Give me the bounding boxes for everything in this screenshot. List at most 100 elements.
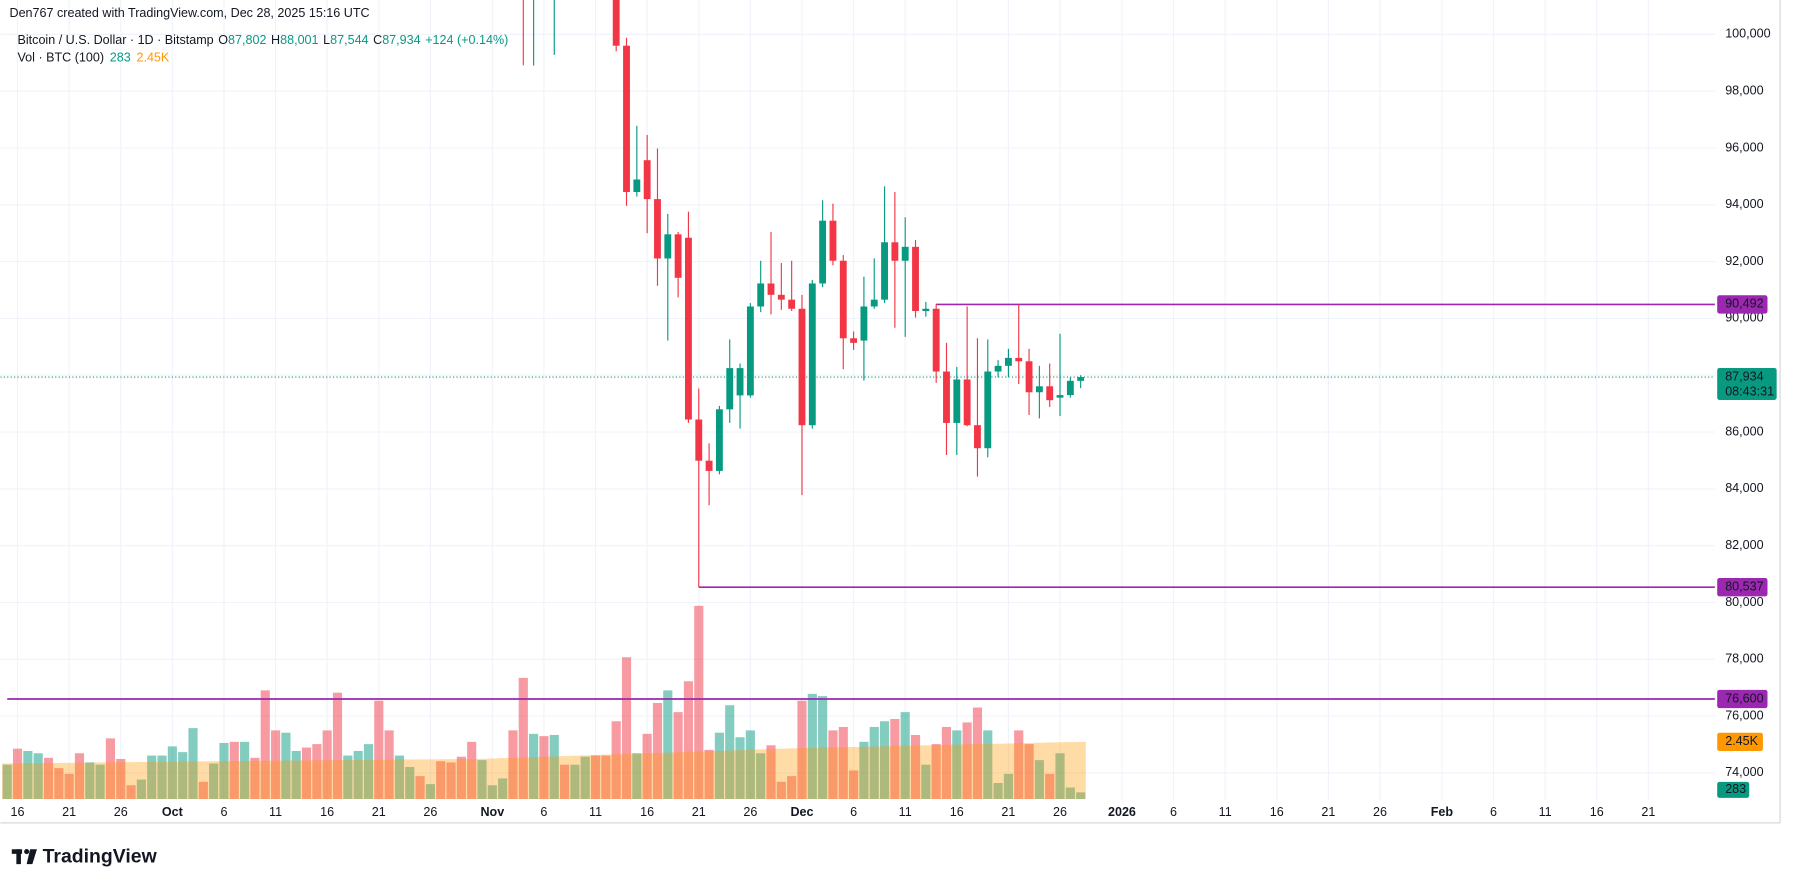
axes-layer: 74,000 76,000 78,000 80,000 82,000 84,000 86,0…	[11, 27, 1777, 819]
candle-body	[1035, 386, 1043, 393]
x-tick-label: 6	[220, 805, 227, 819]
x-tick-label: 11	[1219, 805, 1232, 819]
volume-bar	[394, 755, 405, 799]
candle-body	[757, 283, 765, 307]
volume-bar	[467, 741, 477, 799]
ohlc-key: C	[373, 33, 382, 47]
volume-bar	[425, 784, 435, 799]
volume-bar	[1045, 773, 1055, 799]
candle-body	[705, 460, 713, 471]
candle-body	[612, 0, 620, 46]
y-tick-label: 76,000	[1725, 708, 1763, 722]
volume-bar	[560, 764, 570, 799]
candle-body	[777, 294, 785, 300]
volume-bar	[312, 744, 322, 799]
candle-body	[746, 306, 754, 396]
candle-body	[1015, 357, 1023, 362]
candle-body	[1046, 386, 1054, 401]
volume-bar	[363, 744, 374, 799]
x-tick-label: 16	[1270, 805, 1284, 819]
volume-bar	[477, 760, 487, 799]
x-tick-label: 16	[1590, 805, 1604, 819]
volume-bar	[85, 762, 95, 799]
volume-label: 283	[1725, 782, 1746, 796]
volume-bar	[157, 755, 167, 799]
volume-bar	[240, 741, 250, 799]
volume-bar	[436, 761, 446, 799]
x-tick-label: 6	[1170, 805, 1177, 819]
x-tick-label: 26	[743, 805, 757, 819]
legend-line: Vol · BTC (100) 283 2.45K	[18, 51, 170, 65]
x-tick-label: 21	[692, 805, 706, 819]
y-tick-label: 94,000	[1725, 197, 1763, 211]
volume-bar	[797, 700, 807, 799]
volume-bar	[64, 773, 74, 799]
volume-bar	[642, 733, 652, 799]
volume-bar	[838, 726, 848, 799]
volume-tag	[1717, 781, 1750, 798]
volume-bar	[745, 730, 755, 799]
volume-bar	[869, 726, 879, 799]
countdown: 08:43:31	[1725, 384, 1774, 398]
level-tag	[1717, 295, 1768, 314]
volume-bar	[787, 776, 797, 799]
volume-bar	[900, 712, 910, 799]
volume-bar	[260, 690, 270, 799]
volume-bar	[147, 755, 157, 799]
x-tick-label: 11	[589, 805, 602, 819]
candle-body	[829, 220, 837, 261]
x-tick-label: 21	[1321, 805, 1335, 819]
volume-bar	[580, 756, 590, 799]
x-tick-label: 21	[1001, 805, 1015, 819]
y-tick-label: 86,000	[1725, 424, 1763, 438]
x-tick-label: 11	[1539, 805, 1552, 819]
volume-bar	[776, 781, 786, 799]
x-tick-label: 26	[423, 805, 437, 819]
volume-bar	[33, 753, 43, 799]
candle-body	[1004, 357, 1012, 366]
candle-body	[912, 246, 919, 312]
volume-bar	[374, 700, 384, 799]
volume-bar	[931, 744, 941, 799]
x-tick-label: 26	[1053, 805, 1067, 819]
volume-bar	[859, 741, 869, 799]
level-label: 80,537	[1725, 580, 1763, 594]
ohlc-key: O	[218, 33, 228, 47]
ohlc-value: 87,934	[382, 33, 420, 47]
y-tick-label: 90,000	[1725, 311, 1763, 325]
candle-body	[932, 308, 940, 372]
candle-body	[685, 237, 692, 420]
candle-body	[674, 234, 682, 278]
volume-title: Vol · BTC (100)	[18, 51, 105, 65]
volume-layer	[2, 605, 1086, 799]
volume-bar	[756, 753, 766, 799]
volume-bar	[983, 730, 993, 799]
volume-bar	[198, 781, 208, 799]
volume-bar	[663, 690, 673, 799]
ohlc-key: L	[323, 33, 330, 47]
ohlc-value: 88,001	[280, 33, 318, 47]
volume-bar	[446, 762, 456, 799]
volume-bar	[322, 730, 332, 799]
y-tick-label: 74,000	[1725, 765, 1763, 779]
candle-body	[643, 160, 651, 200]
volume-bar	[178, 752, 188, 799]
volume-bar	[539, 736, 549, 799]
volume-bar	[54, 768, 64, 799]
volume-bar	[1003, 773, 1013, 799]
volume-bar	[890, 718, 900, 799]
candle-body	[736, 368, 744, 396]
candle-body	[726, 368, 734, 410]
y-tick-label: 92,000	[1725, 254, 1763, 268]
candle-body	[974, 425, 981, 449]
candle-body	[623, 45, 630, 193]
volume-bar	[993, 782, 1003, 799]
x-tick-label: 21	[62, 805, 76, 819]
candle-body	[953, 379, 961, 423]
volume-bar	[807, 693, 817, 799]
volume-bar	[415, 776, 425, 799]
volume-bar	[126, 785, 136, 799]
candle-body	[860, 306, 868, 341]
legend-line: Bitcoin / U.S. Dollar · 1D · Bitstamp O87…	[18, 33, 509, 47]
